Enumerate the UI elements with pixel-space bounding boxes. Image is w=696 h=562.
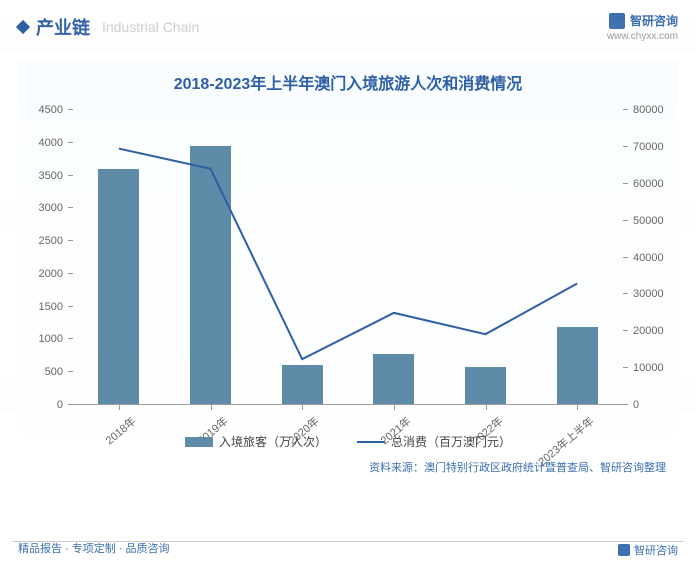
legend-bar-label: 入境旅客（万人次） xyxy=(219,433,327,450)
y2-tick-label: 10000 xyxy=(633,362,664,374)
chart-title: 2018-2023年上半年澳门入境旅游人次和消费情况 xyxy=(18,60,678,109)
plot-area xyxy=(73,110,623,405)
chart-wrapper: 2018-2023年上半年澳门入境旅游人次和消费情况 0 500 1000 1500 2… xyxy=(18,60,678,500)
legend-line-item: 总消费（百万澳门元） xyxy=(357,433,511,450)
line-chart-svg xyxy=(73,110,623,404)
brand-icon xyxy=(609,13,625,29)
legend-line-swatch xyxy=(357,441,385,443)
header-left: 产业链 Industrial Chain xyxy=(18,14,199,40)
y1-tick-label: 0 xyxy=(57,399,63,411)
footer-left: 精品报告 · 专项定制 · 品质咨询 xyxy=(18,540,170,556)
brand: 智研咨询 xyxy=(607,12,678,29)
y1-tick-label: 2000 xyxy=(39,268,63,280)
footer-brand-text: 智研咨询 xyxy=(634,542,678,558)
y1-tick-label: 3000 xyxy=(39,202,63,214)
diamond-icon xyxy=(16,20,30,34)
y1-tick-label: 4000 xyxy=(39,137,63,149)
y2-tick-label: 0 xyxy=(633,399,639,411)
y1-tick-label: 1500 xyxy=(39,301,63,313)
legend: 入境旅客（万人次） 总消费（百万澳门元） xyxy=(18,433,678,450)
y2-tick-label: 70000 xyxy=(633,141,664,153)
y2-tick-label: 30000 xyxy=(633,288,664,300)
y1-tick-label: 4500 xyxy=(39,104,63,116)
y1-tick-label: 500 xyxy=(45,366,63,378)
footer-right: 智研咨询 xyxy=(618,542,678,558)
header: 产业链 Industrial Chain 智研咨询 www.chyxx.com xyxy=(0,0,696,50)
footer-brand-icon xyxy=(618,544,630,556)
y1-tick-label: 3500 xyxy=(39,170,63,182)
legend-line-label: 总消费（百万澳门元） xyxy=(391,433,511,450)
section-title: 产业链 xyxy=(36,14,90,40)
y2-tick-label: 50000 xyxy=(633,215,664,227)
y2-tick-label: 80000 xyxy=(633,104,664,116)
brand-text: 智研咨询 xyxy=(630,12,678,29)
brand-url: www.chyxx.com xyxy=(607,31,678,42)
y2-tick-label: 60000 xyxy=(633,178,664,190)
y1-tick-label: 2500 xyxy=(39,235,63,247)
section-title-en: Industrial Chain xyxy=(102,19,199,35)
y2-axis: 0100002000030000400005000060000700008000… xyxy=(628,110,678,405)
trend-line xyxy=(119,149,577,360)
legend-bar-swatch xyxy=(185,437,213,447)
y2-tick-label: 40000 xyxy=(633,252,664,264)
header-right: 智研咨询 www.chyxx.com xyxy=(607,12,678,42)
y1-tick-label: 1000 xyxy=(39,333,63,345)
x-axis: 2018年2019年2020年2021年2022年2023年上半年 xyxy=(73,405,623,500)
source-text: 资料来源：澳门特别行政区政府统计暨普查局、智研咨询整理 xyxy=(369,459,666,475)
legend-bar-item: 入境旅客（万人次） xyxy=(185,433,327,450)
y1-axis: 050010001500200025003000350040004500 xyxy=(18,110,68,405)
y2-tick-label: 20000 xyxy=(633,325,664,337)
